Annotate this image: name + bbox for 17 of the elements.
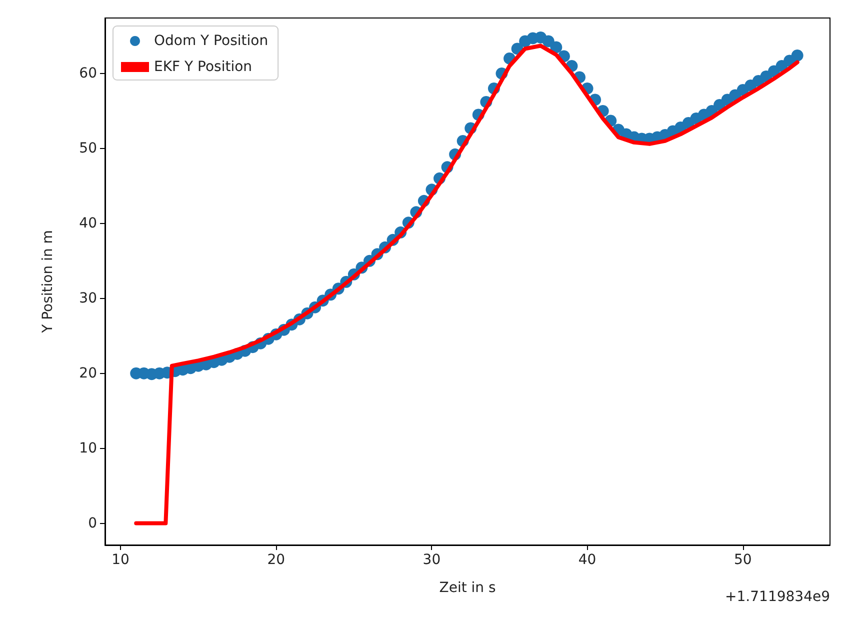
x-tick-label: 10 bbox=[112, 552, 130, 568]
x-tick-label: 30 bbox=[422, 552, 441, 568]
y-tick-label: 60 bbox=[79, 65, 97, 82]
x-tick-label: 50 bbox=[734, 552, 752, 568]
legend-label: EKF Y Position bbox=[154, 59, 252, 75]
y-tick-label: 30 bbox=[79, 290, 97, 306]
text: +1.7119834e9 bbox=[725, 589, 830, 605]
y-axis-title: Y Position in m bbox=[40, 230, 56, 334]
y-tick-label: 20 bbox=[79, 365, 97, 382]
y-tick-label: 10 bbox=[79, 440, 97, 456]
x-tick-label: 20 bbox=[267, 552, 286, 568]
x-axis-title: Zeit in s bbox=[439, 580, 496, 596]
y-tick-label: 40 bbox=[79, 215, 97, 232]
y-tick-label: 0 bbox=[88, 515, 97, 532]
legend-label: Odom Y Position bbox=[154, 33, 268, 49]
y-tick-label: 50 bbox=[79, 140, 97, 156]
x-tick-label: 40 bbox=[578, 552, 596, 568]
